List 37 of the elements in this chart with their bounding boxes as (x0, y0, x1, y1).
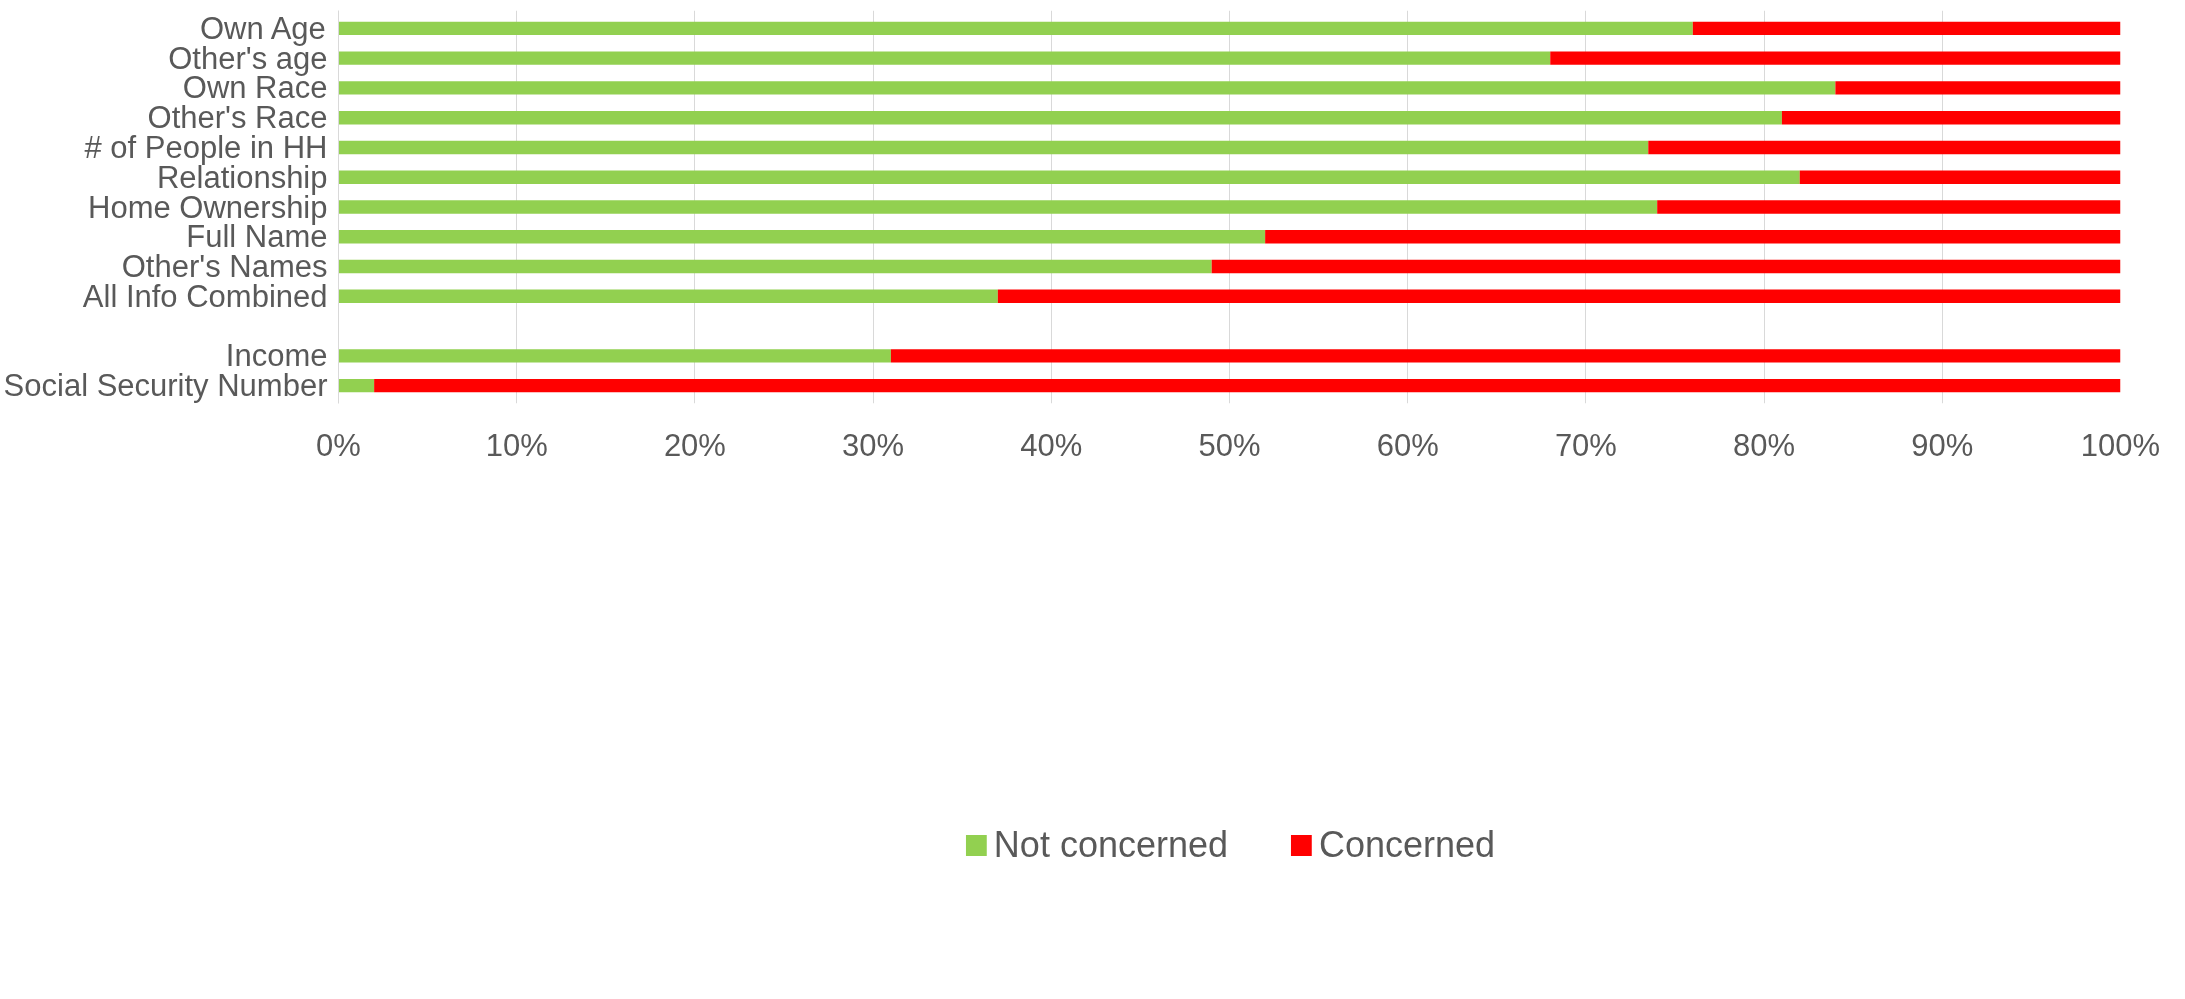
x-tick-label: 90% (1911, 427, 1974, 463)
bar (338, 378, 375, 393)
bar (338, 51, 1551, 65)
bar (338, 349, 891, 363)
bar (338, 110, 1782, 125)
legend-label: Not concerned (993, 823, 1229, 866)
bar (1550, 51, 2121, 65)
x-tick-label: 100% (2080, 427, 2161, 463)
bar (1835, 81, 2121, 95)
x-tick-label: 10% (485, 427, 548, 463)
bar (1211, 259, 2121, 274)
x-tick-label: 50% (1198, 427, 1261, 463)
x-tick-label: 20% (663, 427, 726, 463)
x-tick-label: 70% (1554, 427, 1617, 463)
bar (338, 230, 1266, 244)
bar (1265, 230, 2121, 244)
bar (1648, 140, 2121, 155)
bar (338, 200, 1658, 214)
bar (338, 259, 1212, 274)
bar (338, 140, 1649, 155)
bar (338, 21, 1693, 36)
bar (1657, 200, 2121, 214)
bar (374, 378, 2121, 393)
x-tick-label: 60% (1376, 427, 1439, 463)
bar (338, 170, 1800, 184)
x-tick-label: 0% (316, 427, 361, 463)
x-tick-label: 30% (842, 427, 905, 463)
x-tick-label: 80% (1733, 427, 1796, 463)
bar (338, 289, 998, 304)
bar (1799, 170, 2121, 184)
bar (1692, 21, 2121, 36)
legend-label: Concerned (1319, 823, 1496, 866)
bar (1781, 110, 2121, 125)
bar (997, 289, 2121, 304)
bar (338, 81, 1836, 95)
x-tick-label: 40% (1020, 427, 1083, 463)
bar (890, 349, 2121, 363)
